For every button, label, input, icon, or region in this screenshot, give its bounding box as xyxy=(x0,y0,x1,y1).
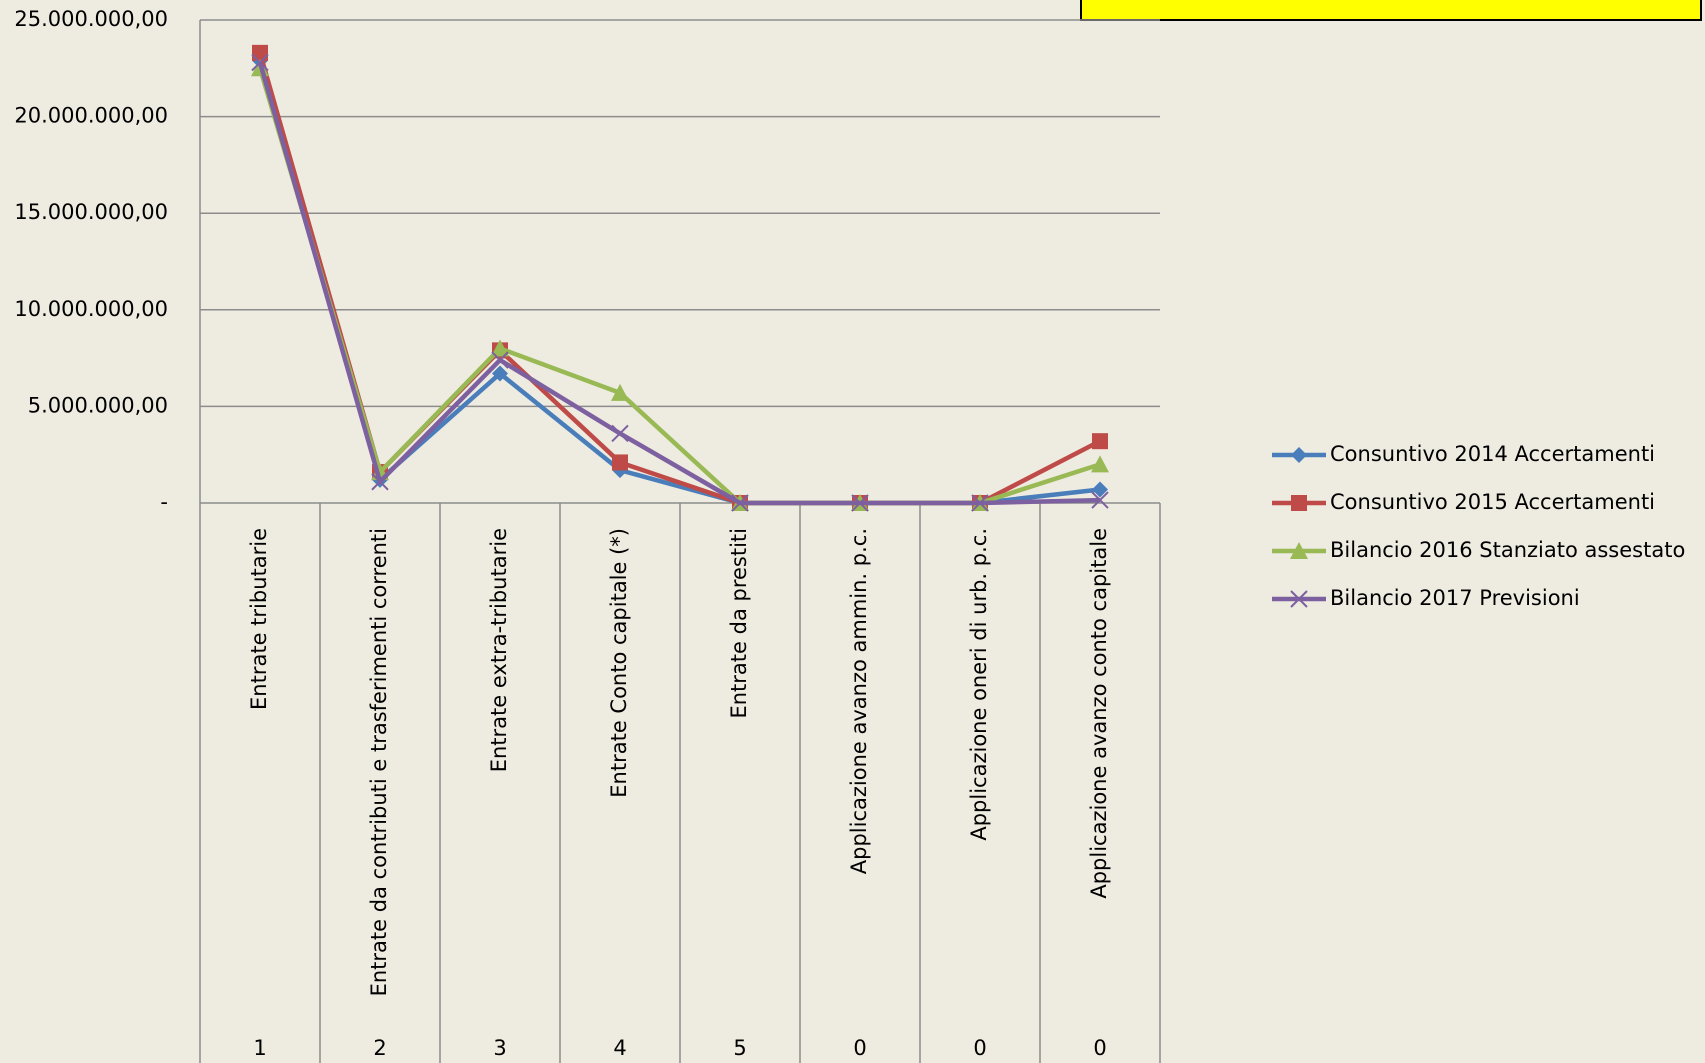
data-point xyxy=(1092,433,1108,450)
x-tick-label: Applicazione oneri di urb. p.c. xyxy=(967,528,991,841)
data-point xyxy=(251,53,269,72)
y-tick-label: 10.000.000,00 xyxy=(14,297,168,321)
data-point xyxy=(731,494,749,512)
data-point xyxy=(491,339,509,357)
category-number: 5 xyxy=(733,1036,746,1060)
data-point xyxy=(1091,491,1109,509)
highlight-box xyxy=(1080,0,1702,21)
data-point xyxy=(611,424,629,443)
x-tick-label: Applicazione avanzo ammin. p.c. xyxy=(847,528,871,874)
series-line xyxy=(257,59,1101,506)
data-point xyxy=(252,44,268,61)
x-tick-label: Entrate Conto capitale (*) xyxy=(607,528,631,798)
category-number: 4 xyxy=(613,1036,626,1060)
category-number: 1 xyxy=(253,1036,266,1060)
data-point xyxy=(491,351,509,369)
legend-label: Consuntivo 2015 Accertamenti xyxy=(1330,490,1655,514)
data-point xyxy=(612,454,628,471)
data-point xyxy=(492,365,508,382)
legend-label: Consuntivo 2014 Accertamenti xyxy=(1330,442,1655,466)
legend-marker xyxy=(1290,590,1308,608)
legend-marker xyxy=(1290,542,1308,559)
category-number: 2 xyxy=(373,1036,386,1060)
y-tick-label: 20.000.000,00 xyxy=(14,104,168,128)
legend-label: Bilancio 2017 Previsioni xyxy=(1330,586,1580,610)
data-point xyxy=(371,473,389,491)
legend-marker xyxy=(1291,447,1307,463)
x-tick-label: Entrate da contributi e trasferimenti co… xyxy=(367,528,391,996)
data-point xyxy=(851,494,869,512)
legend-marker xyxy=(1291,495,1307,511)
x-tick-label: Entrate tributarie xyxy=(247,528,271,710)
y-tick-label: 15.000.000,00 xyxy=(14,200,168,224)
y-tick-label: - xyxy=(160,490,168,514)
y-tick-label: 25.000.000,00 xyxy=(14,7,168,31)
y-tick-label: 5.000.000,00 xyxy=(28,393,168,417)
data-point xyxy=(1092,481,1108,498)
x-tick-label: Applicazione avanzo conto capitale xyxy=(1087,528,1111,899)
category-number: 3 xyxy=(493,1036,506,1060)
series-line xyxy=(257,52,1102,506)
data-point xyxy=(611,383,629,401)
category-number: 0 xyxy=(853,1036,866,1060)
series-line xyxy=(257,61,1101,506)
category-number: 0 xyxy=(973,1036,986,1060)
legend-label: Bilancio 2016 Stanziato assestato xyxy=(1330,538,1685,562)
data-point xyxy=(1091,455,1109,473)
series-line xyxy=(257,67,1101,506)
category-number: 0 xyxy=(1093,1036,1106,1060)
data-point xyxy=(971,494,989,512)
x-tick-label: Entrate da prestiti xyxy=(727,528,751,719)
x-tick-label: Entrate extra-tributarie xyxy=(487,528,511,772)
